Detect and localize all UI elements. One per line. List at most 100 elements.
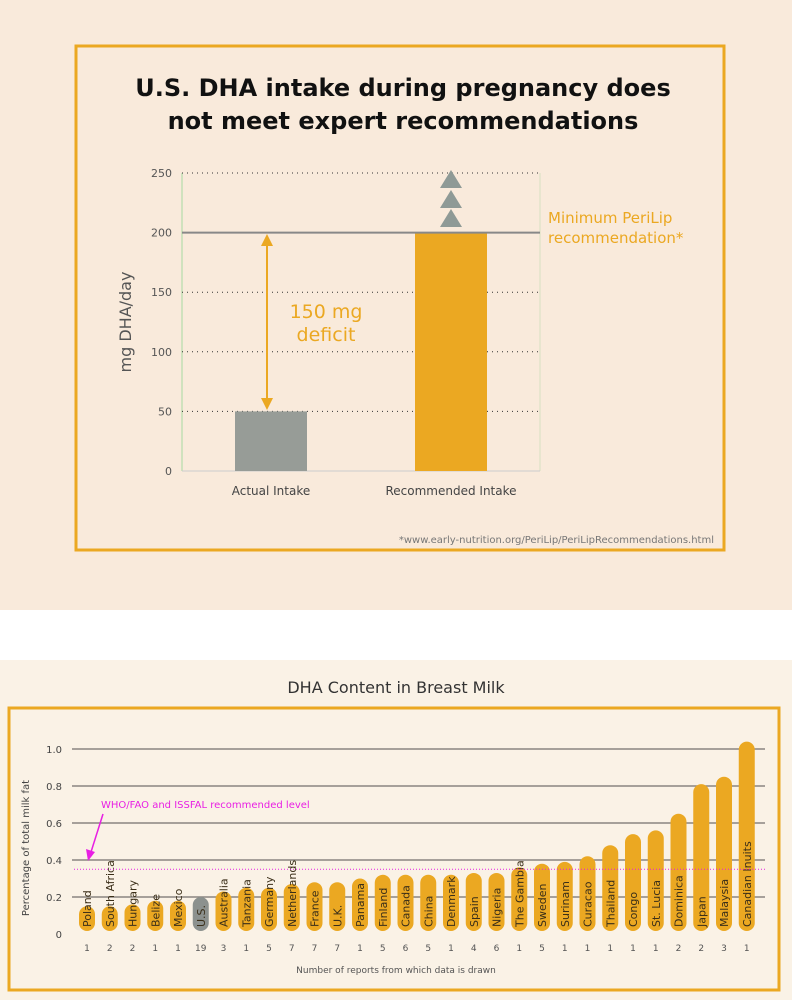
reference-label: recommendation* <box>548 229 684 247</box>
report-count: 5 <box>266 944 272 954</box>
bar <box>625 834 641 931</box>
report-count: 1 <box>516 944 522 954</box>
report-count: 1 <box>152 944 158 954</box>
report-count: 2 <box>698 944 704 954</box>
bar <box>579 856 596 931</box>
report-count: 6 <box>403 944 409 954</box>
bar-label: Netherlands <box>286 860 299 927</box>
y-tick-label: 1.0 <box>46 745 62 756</box>
report-count: 1 <box>607 944 613 954</box>
report-count: 2 <box>676 944 682 954</box>
bar <box>738 741 755 931</box>
chart-title: not meet expert recommendations <box>168 107 639 135</box>
up-arrow-icon <box>440 170 462 188</box>
report-count: 1 <box>585 944 591 954</box>
bar <box>534 863 550 931</box>
up-arrow-icon <box>440 190 462 208</box>
bar-label: Hungary <box>127 880 140 927</box>
report-count: 1 <box>630 944 636 954</box>
report-count: 5 <box>539 944 545 954</box>
report-count: 5 <box>425 944 431 954</box>
y-tick-label: 250 <box>151 167 172 180</box>
report-count: 1 <box>243 944 249 954</box>
bar-label: The Gambia <box>513 860 526 928</box>
bar <box>556 861 573 931</box>
bar <box>465 872 482 931</box>
bar-label: Germany <box>263 876 276 927</box>
report-count: 1 <box>84 944 90 954</box>
bar-label: Canada <box>400 885 413 927</box>
bar <box>192 897 209 931</box>
report-count: 2 <box>107 944 113 954</box>
bar-label: Mexico <box>172 888 185 927</box>
chart-frame <box>74 44 726 552</box>
y-axis-label: Percentage of total milk fat <box>21 780 32 916</box>
bar <box>415 232 487 471</box>
bar <box>170 900 186 931</box>
bar <box>124 904 141 931</box>
bar-label: Australia <box>218 878 231 927</box>
bar-label: Curacao <box>582 881 595 927</box>
x-axis-label: Number of reports from which data is dra… <box>296 966 496 976</box>
bar <box>235 411 307 471</box>
report-count: 4 <box>471 944 477 954</box>
arrow-down-head-icon <box>261 398 273 410</box>
bar <box>397 874 414 931</box>
bar <box>716 776 732 931</box>
report-count: 6 <box>494 944 500 954</box>
bar <box>374 874 391 931</box>
bar-label: U.K. <box>331 905 344 927</box>
bar-label: Spain <box>468 896 481 927</box>
bar <box>215 891 232 931</box>
bar <box>443 874 459 931</box>
bar <box>306 882 323 931</box>
bar-label: France <box>309 890 322 927</box>
report-count: 1 <box>653 944 659 954</box>
bar-label: Canadian Inuits <box>741 841 754 927</box>
bar-label: South Africa <box>104 860 117 927</box>
report-count: 3 <box>221 944 227 954</box>
bar <box>79 906 95 931</box>
report-count: 7 <box>289 944 295 954</box>
arrow-up-head-icon <box>261 234 273 246</box>
bar-label: Belize <box>149 894 162 927</box>
y-tick-label: 50 <box>158 405 172 418</box>
top-panel <box>0 0 792 610</box>
bar <box>147 900 164 931</box>
bar-label: Finland <box>377 888 390 927</box>
x-tick-label: Actual Intake <box>232 484 311 498</box>
bar-label: U.S. <box>195 905 208 927</box>
bar-label: Malaysia <box>718 879 731 927</box>
report-count: 19 <box>195 944 207 954</box>
y-tick-label: 150 <box>151 286 172 299</box>
report-count: 7 <box>334 944 340 954</box>
bar <box>420 874 437 931</box>
y-tick-label: 0 <box>165 465 172 478</box>
bar <box>352 878 368 931</box>
bar <box>511 867 528 931</box>
reference-label: WHO/FAO and ISSFAL recommended level <box>101 800 310 811</box>
report-count: 5 <box>380 944 386 954</box>
bar <box>238 887 255 931</box>
report-count: 1 <box>562 944 568 954</box>
bar-label: Poland <box>81 890 94 927</box>
bar <box>693 784 710 931</box>
bar <box>670 813 687 931</box>
bar <box>329 882 346 931</box>
bar-label: Thailand <box>604 880 617 928</box>
bar <box>602 845 619 931</box>
bar-label: Congo <box>627 892 640 927</box>
bottom-panel <box>0 660 792 1000</box>
bar-label: Japan <box>695 896 708 928</box>
y-tick-label: 100 <box>151 346 172 359</box>
bar <box>261 887 277 931</box>
bar-label: China <box>422 896 435 927</box>
report-count: 1 <box>448 944 454 954</box>
report-count: 3 <box>721 944 727 954</box>
footnote: *www.early-nutrition.org/PeriLip/PeriLip… <box>399 535 714 546</box>
y-tick-label: 0.6 <box>46 819 62 830</box>
report-count: 7 <box>312 944 318 954</box>
y-tick-label: 0.2 <box>46 893 62 904</box>
bar <box>283 884 300 931</box>
